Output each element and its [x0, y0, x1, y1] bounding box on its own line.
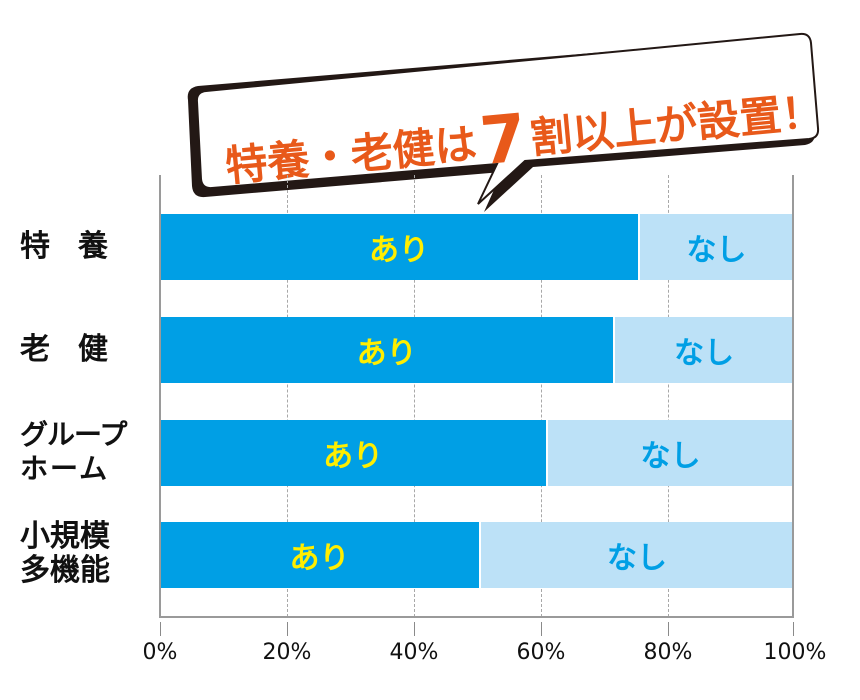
x-tick-label: 40%: [389, 640, 439, 665]
segment-label-no: なし: [686, 233, 747, 268]
bar-segment-no: なし: [546, 420, 793, 486]
callout-bubble: 特養・老健は 7 割以上が設置！: [187, 32, 825, 212]
x-tick-label: 20%: [262, 640, 312, 665]
x-tick-0: [160, 622, 161, 636]
callout-highlight: 7: [477, 99, 530, 180]
segment-label-no: なし: [640, 439, 701, 474]
bar-segment-no: なし: [479, 522, 793, 588]
gridline-60: [541, 175, 542, 617]
bar-segment-yes: あり: [160, 317, 614, 383]
x-tick-20: [287, 622, 288, 636]
segment-label-yes: あり: [356, 336, 417, 371]
x-tick-60: [541, 622, 542, 636]
category-label-roken: 老健: [20, 332, 136, 367]
segment-label-yes: あり: [368, 233, 429, 268]
x-tick-label: 80%: [643, 640, 693, 665]
segment-label-no: なし: [674, 336, 735, 371]
x-tick-label: 100%: [763, 640, 827, 665]
category-label-line2: ホーム: [20, 452, 110, 485]
category-label-line1: 小規模: [20, 519, 110, 554]
x-tick-label: 0%: [142, 640, 178, 665]
category-label-line2: 多機能: [20, 553, 110, 588]
gridline-40: [414, 175, 415, 617]
bar-segment-yes: あり: [160, 214, 638, 280]
segment-label-no: なし: [607, 541, 667, 576]
axis-right: [792, 175, 794, 618]
axis-left: [159, 175, 161, 618]
category-label-tokuyo: 特養: [20, 229, 136, 264]
bar-row-tokuyo: あり なし: [160, 214, 793, 280]
gridline-20: [287, 175, 288, 617]
category-label-small-multifunction: 小規模 多機能: [20, 520, 140, 588]
x-tick-label: 60%: [516, 640, 566, 665]
axis-bottom: [159, 616, 794, 618]
segment-label-yes: あり: [323, 439, 384, 474]
x-tick-100: [793, 622, 794, 636]
bar-row-roken: あり なし: [160, 317, 793, 383]
bar-segment-yes: あり: [160, 522, 480, 588]
category-label-line1: グループ: [20, 418, 127, 451]
gridline-80: [668, 175, 669, 617]
bar-segment-no: なし: [613, 317, 793, 383]
bar-row-small-multifunction: あり なし: [160, 522, 793, 588]
bar-row-group-home: あり なし: [160, 420, 793, 486]
x-tick-80: [668, 622, 669, 636]
bar-segment-yes: あり: [160, 420, 547, 486]
bar-segment-no: なし: [637, 214, 793, 280]
segment-label-yes: あり: [289, 541, 350, 576]
category-label-group-home: グループ ホーム: [20, 418, 140, 486]
x-tick-40: [414, 622, 415, 636]
